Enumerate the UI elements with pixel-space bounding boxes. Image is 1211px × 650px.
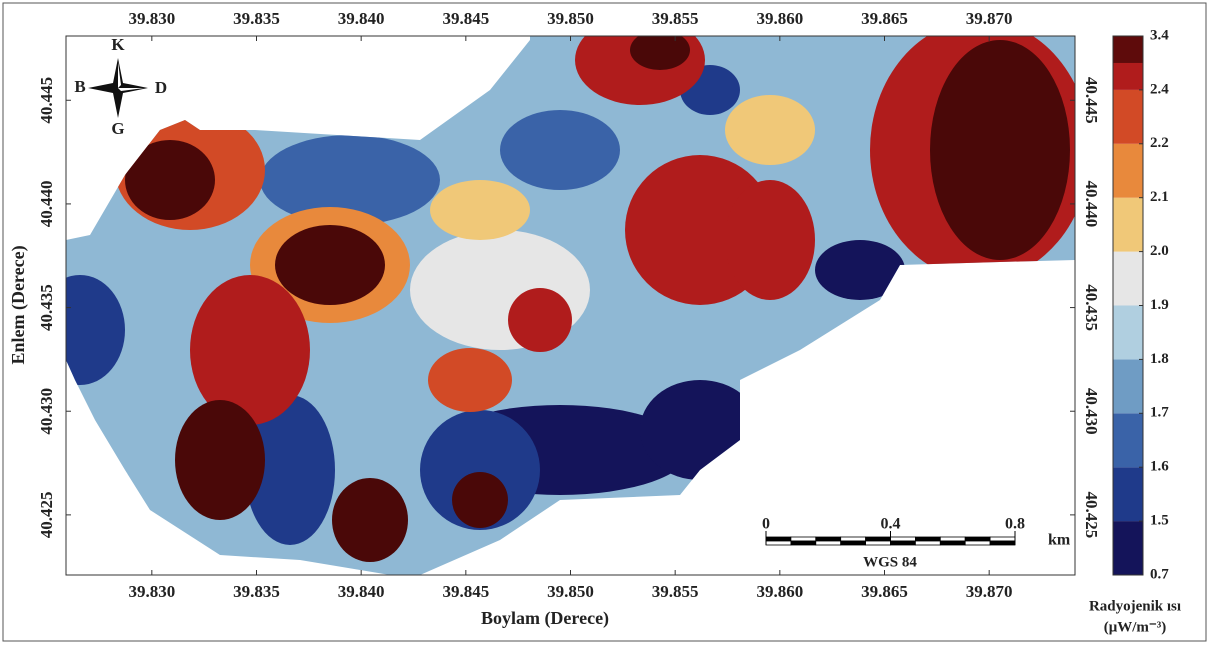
compass-east: D bbox=[155, 78, 167, 97]
colorbar-label: 1.8 bbox=[1150, 351, 1169, 367]
y-tick-label: 40.425 bbox=[37, 492, 56, 539]
scale-segment bbox=[891, 541, 916, 545]
x-tick-label: 39.865 bbox=[861, 9, 908, 28]
y-axis-title: Enlem (Derece) bbox=[8, 245, 29, 364]
scale-segment bbox=[816, 541, 841, 545]
scale-segment bbox=[766, 537, 791, 541]
scale-segment bbox=[816, 537, 841, 541]
colorbar-band bbox=[1113, 359, 1143, 413]
x-tick-label: 39.840 bbox=[338, 9, 385, 28]
colorbar-label: 2.4 bbox=[1150, 81, 1169, 97]
scale-segment bbox=[766, 541, 791, 545]
x-tick-label: 39.870 bbox=[966, 582, 1013, 601]
x-tick-label: 39.830 bbox=[128, 9, 175, 28]
y-tick-label: 40.445 bbox=[37, 77, 56, 124]
colorbar-label: 1.9 bbox=[1150, 297, 1169, 313]
colorbar-band bbox=[1113, 36, 1143, 63]
scale-segment bbox=[791, 537, 816, 541]
colorbar-band bbox=[1113, 413, 1143, 467]
colorbar-band bbox=[1113, 521, 1143, 575]
scale-segment bbox=[940, 537, 965, 541]
scale-unit: km bbox=[1048, 532, 1071, 549]
y-tick-label: 40.440 bbox=[1082, 181, 1101, 228]
scale-segment bbox=[990, 541, 1015, 545]
x-tick-label: 39.835 bbox=[233, 9, 280, 28]
colorbar-band bbox=[1113, 306, 1143, 360]
colorbar-band bbox=[1113, 198, 1143, 252]
figure: K B D G Boylam (Derece) Enlem (Derece) R… bbox=[0, 0, 1211, 645]
x-tick-label: 39.865 bbox=[861, 582, 908, 601]
y-tick-label: 40.430 bbox=[37, 388, 56, 435]
compass-south: G bbox=[111, 119, 124, 138]
x-tick-label: 39.855 bbox=[652, 9, 699, 28]
scale-datum: WGS 84 bbox=[863, 554, 917, 570]
compass-north: K bbox=[111, 35, 125, 54]
colorbar-label: 2.1 bbox=[1150, 189, 1169, 205]
scale-tick-label: 0.4 bbox=[881, 516, 901, 533]
scale-tick-label: 0.8 bbox=[1005, 516, 1025, 533]
colorbar-label: 3.4 bbox=[1150, 27, 1169, 43]
y-tick-label: 40.435 bbox=[37, 284, 56, 331]
scale-segment bbox=[965, 541, 990, 545]
x-tick-label: 39.835 bbox=[233, 582, 280, 601]
colorbar-unit: (μW/m⁻³) bbox=[1104, 619, 1167, 635]
x-tick-label: 39.845 bbox=[442, 9, 489, 28]
x-tick-label: 39.840 bbox=[338, 582, 385, 601]
scale-segment bbox=[915, 537, 940, 541]
y-tick-label: 40.425 bbox=[1082, 492, 1101, 539]
y-tick-label: 40.430 bbox=[1082, 388, 1101, 435]
scale-segment bbox=[866, 541, 891, 545]
colorbar-band bbox=[1113, 90, 1143, 144]
scale-segment bbox=[866, 537, 891, 541]
x-tick-label: 39.830 bbox=[128, 582, 175, 601]
x-axis-title: Boylam (Derece) bbox=[481, 608, 609, 629]
scale-segment bbox=[891, 537, 916, 541]
x-tick-label: 39.860 bbox=[756, 9, 803, 28]
colorbar-label: 0.7 bbox=[1150, 566, 1169, 582]
x-tick-label: 39.870 bbox=[966, 9, 1013, 28]
colorbar-label: 1.6 bbox=[1150, 459, 1169, 475]
colorbar-label: 2.2 bbox=[1150, 135, 1169, 151]
x-tick-label: 39.860 bbox=[756, 582, 803, 601]
compass-west: B bbox=[74, 77, 85, 96]
scale-segment bbox=[915, 541, 940, 545]
colorbar-label: 1.5 bbox=[1150, 513, 1169, 529]
colorbar-band bbox=[1113, 467, 1143, 521]
colorbar-label: 1.7 bbox=[1150, 405, 1169, 421]
scale-tick-label: 0 bbox=[762, 516, 770, 533]
colorbar-label: 2.0 bbox=[1150, 243, 1169, 259]
scale-segment bbox=[791, 541, 816, 545]
scale-segment bbox=[990, 537, 1015, 541]
scale-segment bbox=[841, 541, 866, 545]
scale-segment bbox=[940, 541, 965, 545]
x-tick-label: 39.855 bbox=[652, 582, 699, 601]
y-tick-label: 40.445 bbox=[1082, 77, 1101, 124]
y-tick-label: 40.440 bbox=[37, 181, 56, 228]
x-tick-label: 39.850 bbox=[547, 9, 594, 28]
x-tick-label: 39.850 bbox=[547, 582, 594, 601]
scale-segment bbox=[841, 537, 866, 541]
colorbar-title: Radyojenik ısı bbox=[1089, 598, 1181, 614]
scale-segment bbox=[965, 537, 990, 541]
y-tick-label: 40.435 bbox=[1082, 284, 1101, 331]
x-tick-label: 39.845 bbox=[442, 582, 489, 601]
colorbar-band bbox=[1113, 252, 1143, 306]
colorbar-band bbox=[1113, 144, 1143, 198]
